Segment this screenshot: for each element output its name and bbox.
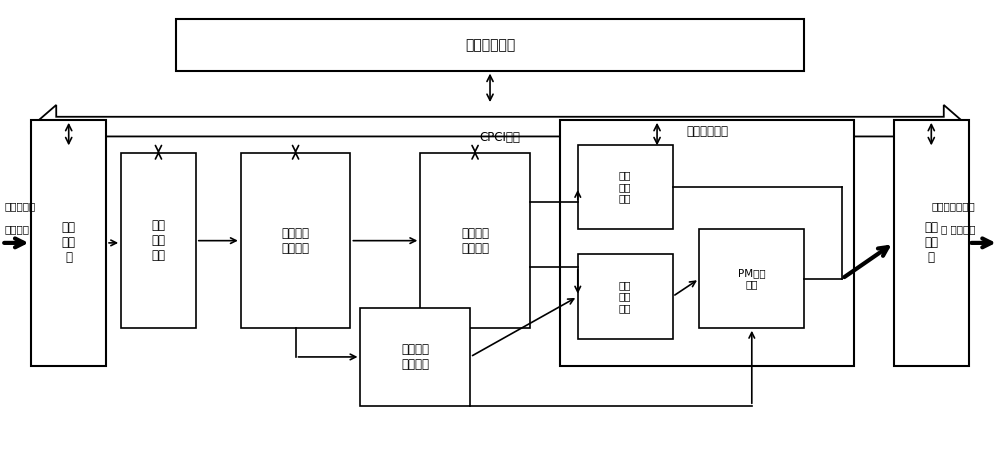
Bar	[894, 120, 969, 366]
Text: 基带数据
处理模块: 基带数据 处理模块	[461, 227, 489, 255]
Text: 中频
接收
模块: 中频 接收 模块	[151, 219, 165, 262]
Text: 遥控信号
处理模块: 遥控信号 处理模块	[282, 227, 310, 255]
Text: PM调制
单元: PM调制 单元	[738, 268, 766, 289]
Bar	[121, 153, 196, 328]
Text: 遥测
调制
单元: 遥测 调制 单元	[619, 280, 631, 313]
Bar	[241, 153, 350, 328]
Text: CPCI总线: CPCI总线	[480, 131, 520, 144]
Text: 上行遥控、: 上行遥控、	[4, 202, 36, 211]
Bar	[176, 19, 804, 71]
Bar	[420, 153, 530, 328]
Text: 测距信号
处理模块: 测距信号 处理模块	[401, 343, 429, 371]
Text: 或 数传信号: 或 数传信号	[941, 224, 976, 234]
Text: 仿真监控模块: 仿真监控模块	[465, 38, 515, 52]
Text: 下变
频模
块: 下变 频模 块	[62, 221, 76, 265]
Text: 下行遥测、测距: 下行遥测、测距	[932, 202, 976, 211]
Polygon shape	[31, 105, 969, 148]
Bar	[578, 144, 673, 230]
Text: 上变
频模
块: 上变 频模 块	[924, 221, 938, 265]
Bar	[699, 230, 804, 328]
Bar	[578, 254, 673, 339]
Bar	[360, 308, 470, 406]
Bar	[31, 120, 106, 366]
Bar	[560, 120, 854, 366]
Text: 数传
调制
单元: 数传 调制 单元	[619, 171, 631, 203]
Text: 测距信号: 测距信号	[4, 224, 29, 234]
Text: 中频调制模块: 中频调制模块	[686, 125, 728, 138]
